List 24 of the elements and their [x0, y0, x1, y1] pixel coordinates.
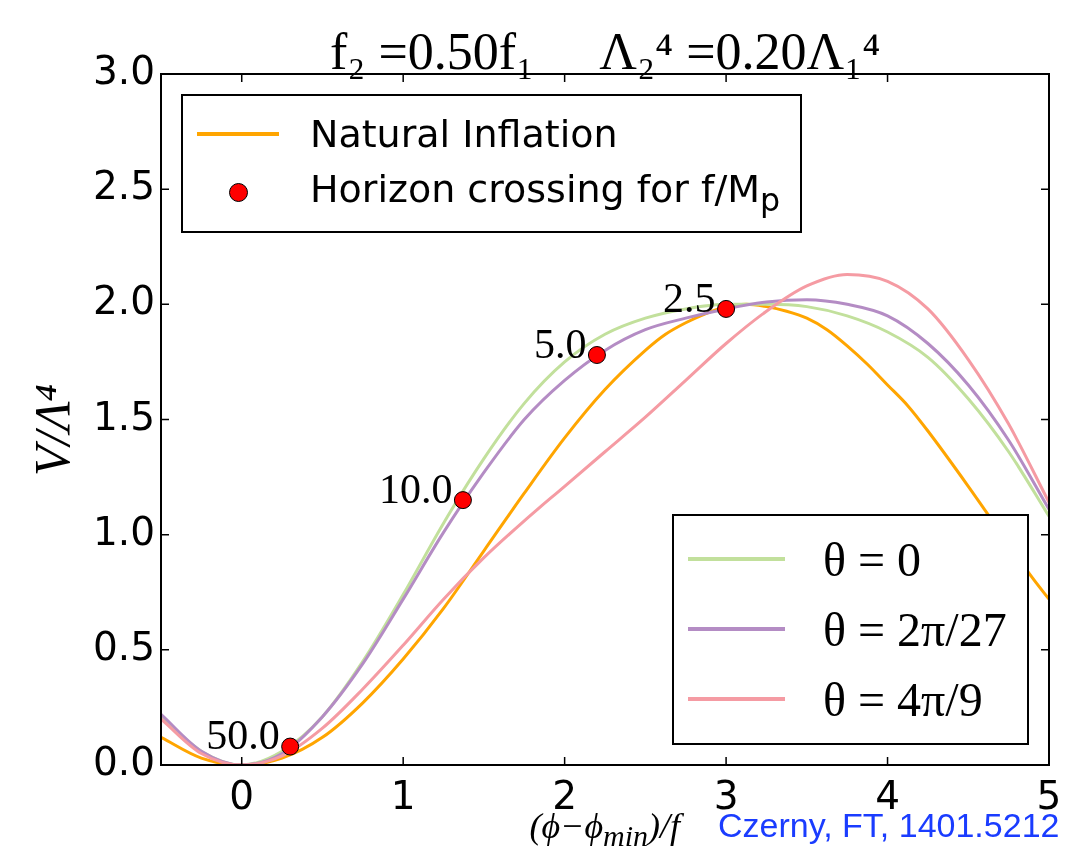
y-tick-label: 1.5: [92, 393, 155, 439]
y-tick-label: 2.0: [92, 278, 155, 324]
legend-label: θ = 4π/9: [823, 671, 983, 727]
y-tick-label: 0.0: [92, 739, 155, 785]
point: [281, 737, 300, 756]
y-tick-label: 0.5: [92, 623, 155, 669]
y-axis-title: V/Λ⁴: [23, 383, 81, 476]
x-tick-label: 1: [390, 772, 416, 818]
point: [453, 491, 472, 510]
y-tick-label: 1.0: [92, 508, 155, 554]
y-tick-label: 3.0: [92, 48, 155, 94]
annotation: 50.0: [206, 711, 280, 760]
point: [587, 346, 606, 365]
annotation: 10.0: [378, 464, 453, 513]
legend-label: θ = 0: [823, 531, 922, 587]
legend-label: Horizon crossing for f/M$_{p}$: [310, 167, 781, 218]
point: [717, 299, 736, 318]
chart-title: f₂ =0.50f₁ Λ₂⁴ =0.20Λ₁⁴: [330, 22, 881, 81]
legend-label: θ = 2π/27: [823, 601, 1007, 657]
annotation: 2.5: [663, 273, 716, 322]
annotation: 5.0: [533, 319, 587, 368]
y-tick-label: 2.5: [92, 163, 155, 209]
x-tick-label: 0: [229, 772, 255, 818]
legend-label: Natural Inflation: [310, 111, 618, 156]
